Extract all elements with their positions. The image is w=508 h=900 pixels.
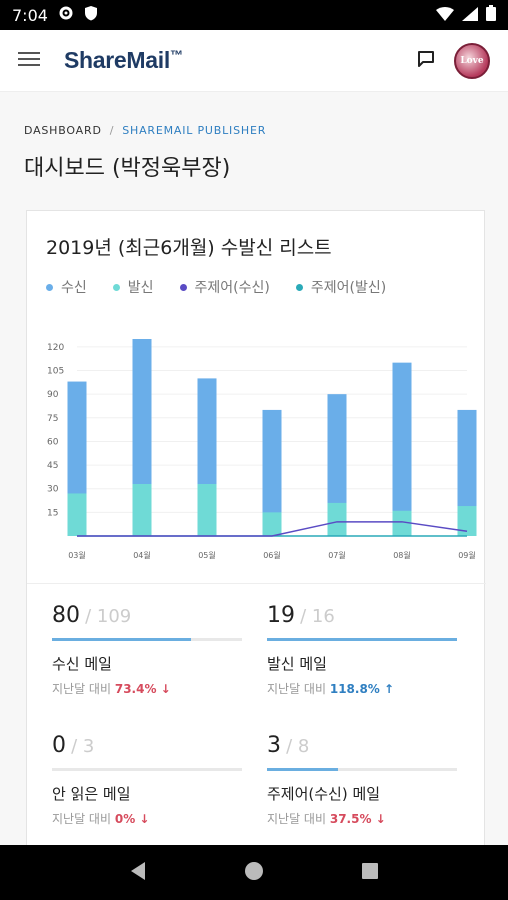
- divider: [27, 583, 486, 584]
- legend-dot: [179, 283, 187, 291]
- clock: 7:04: [12, 5, 48, 25]
- app-logo[interactable]: ShareMail™: [64, 47, 183, 73]
- stat-compare: 지난달 대비 73.4% ↓: [52, 682, 171, 696]
- recents-icon[interactable]: [361, 862, 379, 884]
- breadcrumb-current[interactable]: SHAREMAIL PUBLISHER: [122, 124, 267, 137]
- x-tick-label: 09월: [458, 550, 476, 560]
- bar-received: [392, 362, 412, 536]
- dashboard-card: 2019년 (최근6개월) 수발신 리스트 수신 발신 주제어(수신) 주제어(…: [26, 210, 486, 860]
- bar-received: [262, 409, 282, 536]
- bar-sent: [392, 510, 412, 536]
- bar-sent: [262, 512, 282, 536]
- battery-icon: [486, 5, 496, 25]
- legend-dot: [112, 283, 120, 291]
- page-title: 대시보드 (박정욱부장): [24, 156, 231, 181]
- stat-total: / 8: [286, 736, 310, 757]
- progress-fill: [52, 638, 192, 641]
- x-tick-label: 06월: [263, 550, 281, 560]
- stat-unread: 0 / 3 안 읽은 메일 지난달 대비 0% ↓: [52, 733, 242, 827]
- bar-received: [457, 409, 477, 536]
- legend-item-sent[interactable]: 발신: [112, 277, 154, 297]
- bar-sent: [457, 506, 477, 536]
- stat-label: 발신 메일: [267, 655, 327, 673]
- stat-change: 0% ↓: [114, 812, 150, 826]
- legend-dot: [295, 283, 303, 291]
- stat-subject-received: 3 / 8 주제어(수신) 메일 지난달 대비 37.5% ↓: [267, 733, 457, 827]
- mail-chart: 15 30 45 60 75 90 105 120 03월 04월 05월 06월 07월 08월 09월: [47, 339, 477, 560]
- stat-received: 80 / 109 수신 메일 지난달 대비 73.4% ↓: [52, 603, 242, 697]
- stat-value: 3: [267, 733, 281, 758]
- card-title: 2019년 (최근6개월) 수발신 리스트: [46, 237, 332, 259]
- legend-dot: [46, 283, 53, 291]
- progress-track: [267, 768, 457, 771]
- chart-legend: 수신 발신 주제어(수신) 주제어(발신): [46, 277, 386, 297]
- bar-sent: [67, 493, 87, 536]
- x-tick-label: 08월: [393, 550, 411, 560]
- stat-compare: 지난달 대비 118.8% ↑: [267, 682, 395, 696]
- y-tick-label: 90: [47, 390, 59, 400]
- home-icon[interactable]: [244, 861, 264, 885]
- stat-value: 80: [52, 603, 80, 628]
- stat-value: 0: [52, 733, 66, 758]
- bar-sent: [132, 483, 152, 536]
- stat-label: 주제어(수신) 메일: [267, 785, 381, 803]
- signal-icon: [462, 6, 478, 25]
- legend-item-received[interactable]: 수신: [46, 277, 87, 297]
- stat-total: / 16: [300, 606, 335, 627]
- y-tick-label: 75: [47, 414, 58, 424]
- progress-fill: [267, 638, 457, 641]
- stat-total: / 3: [71, 736, 95, 757]
- settings-icon: [58, 5, 74, 25]
- breadcrumb: DASHBOARD / SHAREMAIL PUBLISHER: [24, 124, 266, 137]
- y-tick-label: 60: [47, 437, 59, 447]
- stat-sent: 19 / 16 발신 메일 지난달 대비 118.8% ↑: [267, 603, 457, 697]
- chat-icon[interactable]: [416, 49, 436, 73]
- app-bar: ShareMail™ Love: [0, 30, 508, 92]
- x-tick-label: 07월: [328, 550, 346, 560]
- menu-icon[interactable]: [18, 51, 40, 71]
- wifi-icon: [436, 6, 454, 25]
- stat-value: 19: [267, 603, 295, 628]
- legend-item-subject-received[interactable]: 주제어(수신): [179, 277, 270, 297]
- breadcrumb-separator: /: [109, 124, 115, 137]
- bar-received: [327, 394, 347, 536]
- progress-track: [267, 638, 457, 641]
- system-nav-bar: [0, 845, 508, 900]
- x-tick-label: 04월: [133, 550, 151, 560]
- shield-icon: [84, 5, 98, 25]
- bar-sent: [327, 502, 347, 536]
- stat-total: / 109: [85, 606, 132, 627]
- status-bar: 7:04: [0, 0, 508, 30]
- y-tick-label: 120: [47, 343, 64, 353]
- y-tick-label: 30: [47, 485, 59, 495]
- y-tick-label: 45: [47, 461, 58, 471]
- avatar[interactable]: Love: [454, 42, 490, 79]
- stat-change: 37.5% ↓: [329, 812, 386, 826]
- legend-item-subject-sent[interactable]: 주제어(발신): [295, 277, 386, 297]
- stat-change: 118.8% ↑: [329, 682, 395, 696]
- progress-fill: [267, 768, 339, 771]
- progress-track: [52, 638, 242, 641]
- y-tick-label: 105: [47, 367, 64, 377]
- back-icon[interactable]: [129, 861, 147, 885]
- stat-compare: 지난달 대비 0% ↓: [52, 812, 150, 826]
- bar-sent: [197, 483, 217, 536]
- x-tick-label: 05월: [198, 550, 216, 560]
- stat-change: 73.4% ↓: [114, 682, 171, 696]
- x-tick-label: 03월: [68, 550, 86, 560]
- stat-label: 안 읽은 메일: [52, 785, 131, 803]
- y-tick-label: 15: [47, 508, 58, 518]
- stat-label: 수신 메일: [52, 655, 112, 673]
- progress-track: [52, 768, 242, 771]
- stat-compare: 지난달 대비 37.5% ↓: [267, 812, 386, 826]
- line-subject-received: [77, 521, 468, 537]
- breadcrumb-root[interactable]: DASHBOARD: [24, 124, 102, 137]
